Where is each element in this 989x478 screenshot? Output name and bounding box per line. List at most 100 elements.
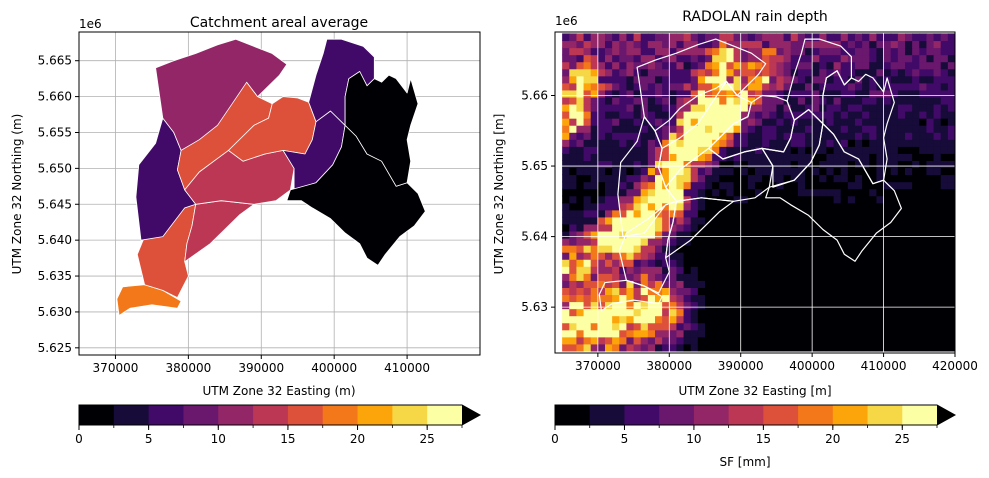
rain-cell	[919, 188, 928, 197]
rain-cell	[840, 132, 849, 140]
rain-cell	[733, 287, 742, 296]
rain-cell	[869, 336, 878, 345]
rain-cell	[812, 223, 820, 232]
rain-cell	[826, 329, 835, 338]
rain-cell	[569, 61, 578, 70]
rain-cell	[890, 146, 899, 154]
rain-cell	[847, 238, 856, 246]
rain-cell	[840, 301, 849, 310]
rain-cell	[876, 125, 885, 133]
rain-cell	[812, 301, 820, 310]
rain-cell	[583, 125, 592, 133]
rain-cell	[676, 40, 685, 49]
rain-cell	[755, 294, 763, 303]
rain-cell	[719, 61, 728, 70]
x-tick-label: 400000	[311, 361, 357, 375]
rain-cell	[855, 125, 863, 133]
rain-cell	[783, 82, 792, 91]
rain-cell	[897, 82, 906, 91]
rain-cell	[833, 33, 842, 42]
rain-cell	[755, 96, 763, 105]
rain-cell	[597, 174, 606, 183]
rain-cell	[583, 216, 592, 225]
rain-cell	[619, 174, 628, 183]
rain-cell	[605, 336, 613, 345]
rain-cell	[790, 167, 799, 176]
rain-cell	[676, 294, 685, 303]
rain-cell	[690, 245, 699, 253]
rain-cell	[833, 223, 842, 232]
rain-cell	[640, 308, 649, 317]
rain-cell	[576, 315, 585, 324]
rain-cell	[905, 280, 913, 288]
rain-cell	[733, 47, 742, 56]
rain-cell	[619, 343, 628, 352]
rain-cell	[797, 315, 806, 324]
rain-cell	[862, 139, 870, 147]
rain-cell	[712, 329, 720, 338]
rain-cell	[647, 96, 656, 105]
rain-cell	[755, 146, 763, 154]
rain-cell	[776, 139, 785, 147]
rain-cell	[647, 160, 656, 169]
rain-cell	[840, 294, 849, 303]
rain-cell	[655, 301, 663, 310]
rain-cell	[840, 230, 849, 239]
rain-cell	[797, 280, 806, 288]
rain-cell	[719, 54, 728, 63]
rain-cell	[919, 89, 928, 98]
rain-cell	[733, 322, 742, 331]
rain-cell	[805, 139, 813, 147]
rain-cell	[712, 223, 720, 232]
rain-cell	[733, 181, 742, 190]
rain-cell	[797, 252, 806, 260]
rain-cell	[869, 167, 878, 176]
rain-cell	[569, 245, 578, 253]
rain-cell	[905, 54, 913, 63]
rain-cell	[897, 47, 906, 56]
rain-cell	[690, 301, 699, 310]
rain-cell	[890, 33, 899, 42]
rain-cell	[697, 266, 706, 274]
rain-cell	[705, 308, 713, 317]
rain-cell	[633, 160, 642, 169]
rain-cell	[833, 181, 842, 190]
rain-cell	[655, 89, 663, 98]
rain-cell	[605, 216, 613, 225]
rain-cell	[740, 167, 749, 176]
rain-cell	[612, 273, 620, 281]
rain-cell	[719, 252, 728, 260]
rain-cell	[755, 195, 763, 204]
rain-cell	[905, 89, 913, 98]
rain-cell	[919, 315, 928, 324]
rain-cell	[940, 202, 949, 211]
rain-cell	[647, 146, 656, 154]
rain-cell	[883, 230, 892, 239]
rain-cell	[869, 125, 878, 133]
rain-cell	[612, 223, 620, 232]
rain-cell	[905, 195, 913, 204]
rain-cell	[705, 160, 713, 169]
rain-cell	[855, 54, 863, 63]
rain-cell	[876, 238, 885, 246]
rain-cell	[862, 118, 870, 126]
rain-cell	[683, 223, 692, 232]
rain-cell	[862, 273, 870, 281]
rain-cell	[662, 33, 670, 42]
rain-cell	[783, 301, 792, 310]
rain-cell	[805, 329, 813, 338]
rain-cell	[662, 280, 670, 288]
rain-cell	[919, 280, 928, 288]
rain-cell	[876, 322, 885, 331]
rain-cell	[676, 287, 685, 296]
rain-cell	[576, 287, 585, 296]
rain-cell	[905, 47, 913, 56]
rain-cell	[676, 315, 685, 324]
rain-cell	[719, 181, 728, 190]
rain-cell	[576, 322, 585, 331]
colorbar-bin	[79, 405, 115, 425]
rain-cell	[926, 160, 935, 169]
rain-cell	[683, 139, 692, 147]
rain-cell	[805, 82, 813, 91]
rain-cell	[676, 273, 685, 281]
